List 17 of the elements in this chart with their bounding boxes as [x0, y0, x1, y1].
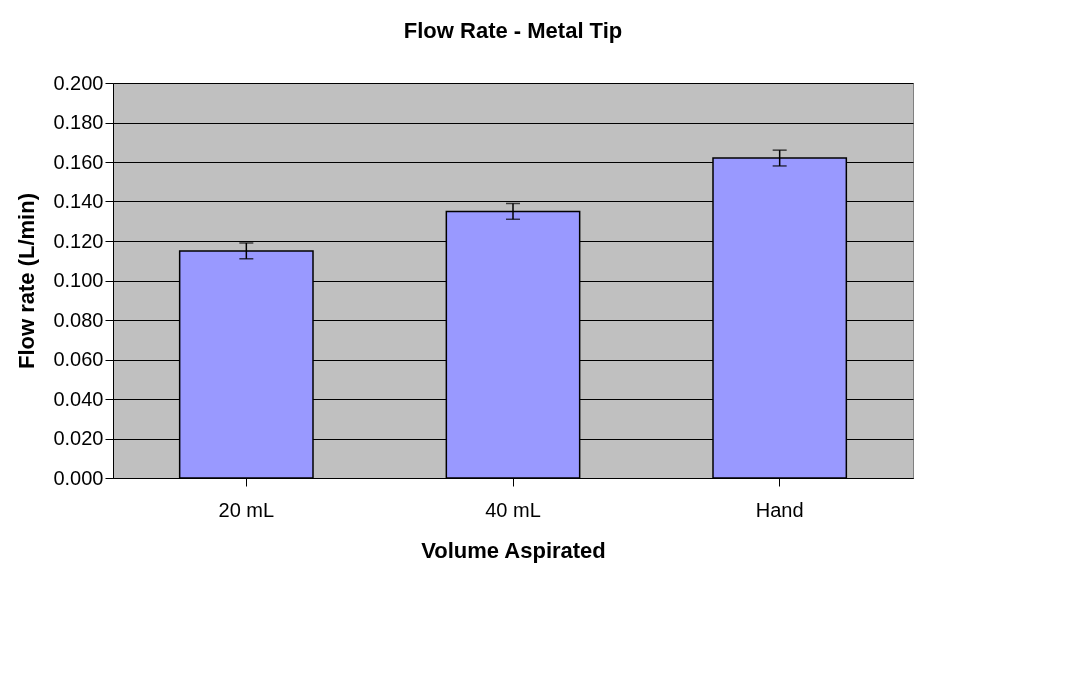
y-tick-label: 0.080: [53, 308, 104, 331]
y-axis-title: Flow rate (L/min): [14, 193, 40, 369]
y-tick-label: 0.100: [53, 269, 104, 291]
y-tick-label: 0.160: [53, 150, 104, 173]
chart-title: Flow Rate - Metal Tip: [403, 18, 623, 43]
x-axis-title: Volume Aspirated: [421, 537, 606, 563]
y-tick-label: 0.020: [53, 427, 104, 449]
y-tick-label: 0.200: [53, 71, 104, 94]
y-tick-label: 0.140: [53, 190, 104, 212]
y-tick-label: 0.120: [53, 229, 104, 252]
x-tick-label: 20 mL: [218, 498, 275, 521]
y-tick-label: 0.000: [53, 466, 104, 489]
y-tick-label: 0.040: [53, 387, 104, 410]
y-tick-label: 0.180: [53, 111, 104, 133]
y-tick-label: 0.060: [53, 348, 104, 370]
x-tick-label: Hand: [755, 498, 804, 521]
x-tick-label: 40 mL: [485, 498, 541, 521]
